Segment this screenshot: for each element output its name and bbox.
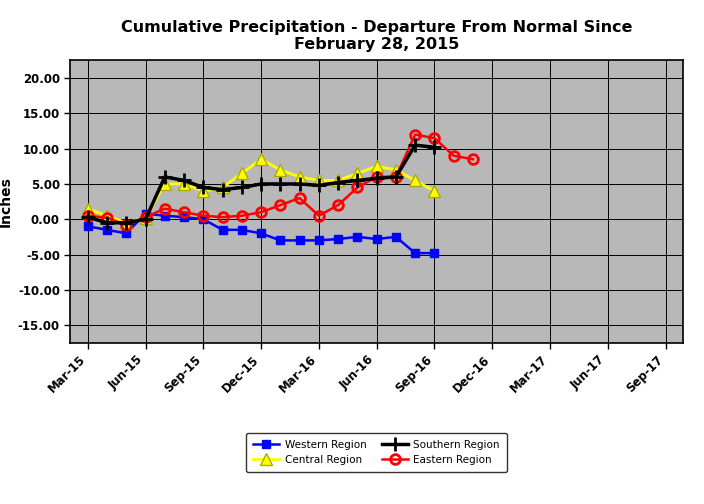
Western Region: [161, 213, 169, 219]
Western Region: [353, 234, 362, 240]
Eastern Region: [372, 174, 381, 180]
Central Region: [411, 177, 420, 183]
Eastern Region: [218, 214, 227, 220]
Central Region: [122, 220, 130, 226]
Central Region: [142, 215, 150, 221]
Eastern Region: [296, 195, 304, 201]
Central Region: [353, 170, 362, 176]
Western Region: [276, 237, 284, 243]
Central Region: [218, 184, 227, 191]
Central Region: [257, 156, 265, 162]
Central Region: [161, 181, 169, 187]
Eastern Region: [353, 184, 362, 191]
Eastern Region: [469, 156, 477, 162]
Central Region: [276, 167, 284, 173]
Central Region: [296, 174, 304, 180]
Western Region: [142, 211, 150, 217]
Eastern Region: [122, 222, 130, 228]
Southern Region: [84, 214, 92, 220]
Eastern Region: [315, 213, 323, 219]
Central Region: [391, 167, 400, 173]
Western Region: [122, 230, 130, 236]
Western Region: [372, 236, 381, 242]
Southern Region: [218, 186, 227, 193]
Western Region: [315, 237, 323, 243]
Southern Region: [142, 216, 150, 222]
Southern Region: [411, 142, 420, 148]
Eastern Region: [276, 202, 284, 208]
Western Region: [334, 236, 342, 242]
Central Region: [84, 206, 92, 212]
Western Region: [391, 234, 400, 240]
Eastern Region: [161, 206, 169, 212]
Central Region: [237, 170, 246, 176]
Eastern Region: [449, 153, 458, 159]
Southern Region: [353, 177, 362, 183]
Western Region: [411, 250, 420, 256]
Central Region: [430, 188, 439, 194]
Eastern Region: [334, 202, 342, 208]
Southern Region: [257, 181, 265, 187]
Eastern Region: [142, 214, 150, 220]
Western Region: [430, 250, 439, 256]
Eastern Region: [103, 215, 111, 221]
Western Region: [199, 216, 208, 222]
Southern Region: [372, 175, 381, 181]
Legend: Western Region, Central Region, Southern Region, Eastern Region: Western Region, Central Region, Southern…: [246, 432, 507, 472]
Western Region: [180, 214, 188, 220]
Central Region: [180, 181, 188, 187]
Central Region: [199, 188, 208, 194]
Southern Region: [103, 220, 111, 226]
Line: Central Region: Central Region: [82, 153, 441, 229]
Southern Region: [122, 220, 130, 226]
Central Region: [103, 213, 111, 219]
Eastern Region: [84, 213, 92, 219]
Line: Eastern Region: Eastern Region: [83, 130, 478, 230]
Southern Region: [199, 184, 208, 191]
Eastern Region: [430, 135, 439, 141]
Western Region: [296, 237, 304, 243]
Eastern Region: [391, 174, 400, 180]
Western Region: [103, 227, 111, 233]
Eastern Region: [411, 132, 420, 138]
Western Region: [218, 227, 227, 233]
Central Region: [334, 177, 342, 183]
Central Region: [315, 177, 323, 183]
Southern Region: [391, 174, 400, 180]
Southern Region: [430, 144, 439, 150]
Southern Region: [276, 181, 284, 187]
Western Region: [237, 227, 246, 233]
Eastern Region: [199, 213, 208, 219]
Line: Western Region: Western Region: [84, 210, 439, 257]
Southern Region: [161, 174, 169, 180]
Eastern Region: [180, 209, 188, 215]
Southern Region: [315, 182, 323, 188]
Y-axis label: Inches: Inches: [0, 176, 12, 227]
Southern Region: [296, 181, 304, 187]
Eastern Region: [237, 213, 246, 219]
Western Region: [84, 223, 92, 229]
Eastern Region: [257, 209, 265, 215]
Title: Cumulative Precipitation - Departure From Normal Since
February 28, 2015: Cumulative Precipitation - Departure Fro…: [121, 20, 632, 52]
Southern Region: [180, 177, 188, 183]
Western Region: [257, 230, 265, 236]
Central Region: [372, 163, 381, 169]
Southern Region: [334, 179, 342, 185]
Line: Southern Region: Southern Region: [81, 138, 441, 230]
Southern Region: [237, 184, 246, 191]
